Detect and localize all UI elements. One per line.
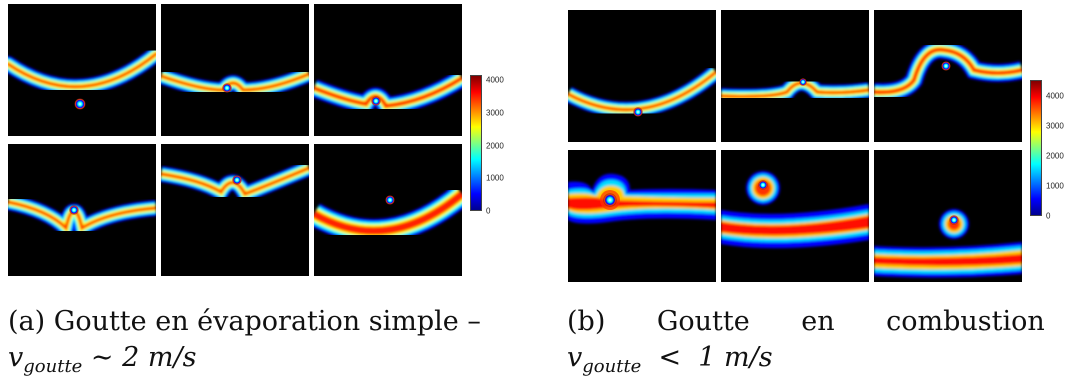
colorbar-b-gradient — [1030, 80, 1042, 216]
panel-a5 — [161, 144, 309, 276]
colorbar-b-tick: 4000 — [1046, 91, 1064, 101]
colorbar-b: 0 1000 2000 3000 4000 — [1030, 80, 1067, 221]
panel-b5 — [721, 150, 869, 282]
panel-b6 — [874, 150, 1022, 282]
colorbar-b-tick: 1000 — [1046, 181, 1064, 191]
colorbar-a-tick: 1000 — [486, 173, 504, 183]
colorbar-b-tick: 2000 — [1046, 151, 1064, 161]
colorbar-a-tick: 0 — [486, 206, 491, 216]
caption-b-line1: (b) Goutte en combustion – — [567, 306, 1067, 337]
caption-a-sub: goutte — [23, 356, 83, 377]
colorbar-b-tick: 0 — [1046, 211, 1051, 221]
panel-a1 — [8, 4, 156, 136]
colorbar-a-tick: 3000 — [486, 108, 504, 118]
caption-a-rest: ∼ 2 m/s — [82, 342, 197, 373]
panel-b1 — [568, 10, 716, 142]
caption-a: (a) Goutte en évaporation simple – vgout… — [8, 304, 481, 385]
caption-a-line2: vgoutte ∼ 2 m/s — [8, 340, 481, 385]
panel-a2 — [161, 4, 309, 136]
panel-b4 — [568, 150, 716, 282]
colorbar-b-tick: 3000 — [1046, 121, 1064, 131]
colorbar-a-tick: 4000 — [486, 75, 504, 85]
panel-b2 — [721, 10, 869, 142]
panel-a3 — [314, 4, 462, 136]
caption-b-line2: vgoutte < 1 m/s — [567, 340, 1067, 385]
caption-b-sub: goutte — [582, 356, 642, 377]
panel-b3 — [874, 10, 1022, 142]
caption-b: (b) Goutte en combustion – vgoutte < 1 m… — [567, 304, 1067, 385]
caption-b-var: v — [567, 342, 583, 373]
panel-a4 — [8, 144, 156, 276]
colorbar-a-gradient — [470, 75, 482, 211]
colorbar-a-tick: 2000 — [486, 141, 504, 151]
caption-a-var: v — [8, 342, 24, 373]
caption-b-rest: < 1 m/s — [641, 342, 773, 373]
caption-a-line1: (a) Goutte en évaporation simple – — [8, 306, 481, 337]
panel-a6 — [314, 144, 462, 276]
colorbar-a: 0 1000 2000 3000 4000 — [470, 75, 510, 216]
